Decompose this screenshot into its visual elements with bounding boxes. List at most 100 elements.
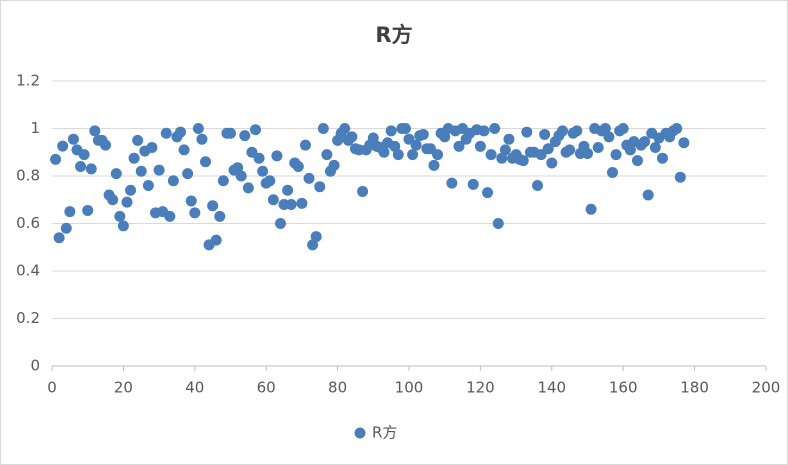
y-tick-label: 0.8 xyxy=(16,167,40,185)
scatter-point xyxy=(378,146,390,158)
x-tick-label: 20 xyxy=(114,379,133,397)
scatter-point xyxy=(521,126,533,138)
scatter-point xyxy=(453,140,465,152)
scatter-point xyxy=(474,140,486,152)
scatter-point xyxy=(175,126,187,138)
scatter-point xyxy=(571,125,583,137)
scatter-point xyxy=(546,157,558,169)
scatter-point xyxy=(339,123,351,134)
x-tick-label: 40 xyxy=(185,379,204,397)
y-tick-label: 0 xyxy=(30,357,40,375)
scatter-point xyxy=(214,210,226,222)
scatter-point xyxy=(542,143,554,155)
scatter-point xyxy=(85,163,97,175)
scatter-point xyxy=(357,185,369,197)
scatter-point xyxy=(89,125,101,137)
scatter-point xyxy=(160,127,172,139)
scatter-point xyxy=(467,178,479,190)
scatter-point xyxy=(624,144,636,156)
y-tick-label: 0.2 xyxy=(16,309,40,327)
scatter-point xyxy=(557,125,569,137)
scatter-point xyxy=(125,184,137,196)
scatter-point xyxy=(142,180,154,191)
scatter-point xyxy=(517,155,529,167)
scatter-point xyxy=(167,175,179,187)
x-tick-label: 180 xyxy=(680,379,709,397)
x-tick-label: 160 xyxy=(609,379,638,397)
scatter-point xyxy=(649,142,661,153)
scatter-point xyxy=(200,156,212,168)
scatter-point xyxy=(292,161,304,172)
scatter-point xyxy=(282,184,294,196)
scatter-point xyxy=(478,125,490,137)
legend-label: R方 xyxy=(372,424,397,442)
x-tick-label: 0 xyxy=(47,379,57,397)
scatter-point xyxy=(492,218,504,229)
scatter-point xyxy=(110,168,122,180)
scatter-point xyxy=(328,159,340,171)
scatter-point xyxy=(399,123,411,134)
scatter-point xyxy=(385,125,397,137)
y-tick-label: 1 xyxy=(30,119,40,137)
scatter-point xyxy=(392,149,404,161)
scatter-point xyxy=(407,149,419,161)
scatter-point xyxy=(185,195,197,207)
scatter-point xyxy=(249,124,261,136)
scatter-point xyxy=(678,137,690,149)
scatter-point xyxy=(135,165,147,177)
scatter-point xyxy=(606,166,618,178)
scatter-point xyxy=(532,180,544,191)
scatter-point xyxy=(146,142,158,153)
scatter-point xyxy=(656,152,668,164)
scatter-point xyxy=(585,203,597,215)
scatter-point xyxy=(631,155,643,167)
scatter-point xyxy=(314,181,326,193)
x-tick-label: 140 xyxy=(537,379,566,397)
scatter-point xyxy=(446,177,458,189)
scatter-point xyxy=(82,204,94,216)
scatter-point xyxy=(225,127,236,139)
scatter-point xyxy=(274,218,286,229)
scatter-point xyxy=(307,239,319,251)
scatter-point xyxy=(178,144,190,156)
scatter-point xyxy=(610,149,622,161)
scatter-point xyxy=(121,196,133,208)
scatter-point xyxy=(117,220,129,232)
scatter-point xyxy=(114,210,126,222)
scatter-point xyxy=(182,168,194,180)
scatter-point xyxy=(432,149,444,161)
scatter-point xyxy=(242,182,254,194)
scatter-point xyxy=(57,140,69,152)
scatter-point xyxy=(496,152,508,164)
scatter-point xyxy=(599,123,611,134)
scatter-point xyxy=(78,149,90,161)
y-tick-label: 0.4 xyxy=(16,262,40,280)
scatter-point xyxy=(603,131,615,143)
scatter-point xyxy=(67,133,79,145)
x-tick-label: 120 xyxy=(466,379,495,397)
scatter-point xyxy=(210,234,222,246)
x-tick-label: 80 xyxy=(328,379,347,397)
scatter-point xyxy=(417,128,429,140)
scatter-point xyxy=(271,150,283,162)
scatter-point xyxy=(217,175,229,187)
y-tick-label: 1.2 xyxy=(16,72,40,90)
scatter-point xyxy=(499,144,511,156)
scatter-point xyxy=(132,134,144,146)
scatter-point xyxy=(482,187,494,199)
scatter-point xyxy=(564,144,576,156)
scatter-point xyxy=(64,206,76,218)
scatter-point xyxy=(267,194,279,206)
scatter-point xyxy=(235,170,247,182)
scatter-point xyxy=(153,164,165,176)
scatter-point xyxy=(317,123,329,134)
scatter-point xyxy=(582,147,593,159)
scatter-point xyxy=(100,139,112,151)
scatter-point xyxy=(485,149,497,161)
chart-title: R方 xyxy=(375,23,412,47)
scatter-point xyxy=(60,222,72,234)
scatter-point xyxy=(264,175,276,187)
scatter-point xyxy=(50,153,62,165)
